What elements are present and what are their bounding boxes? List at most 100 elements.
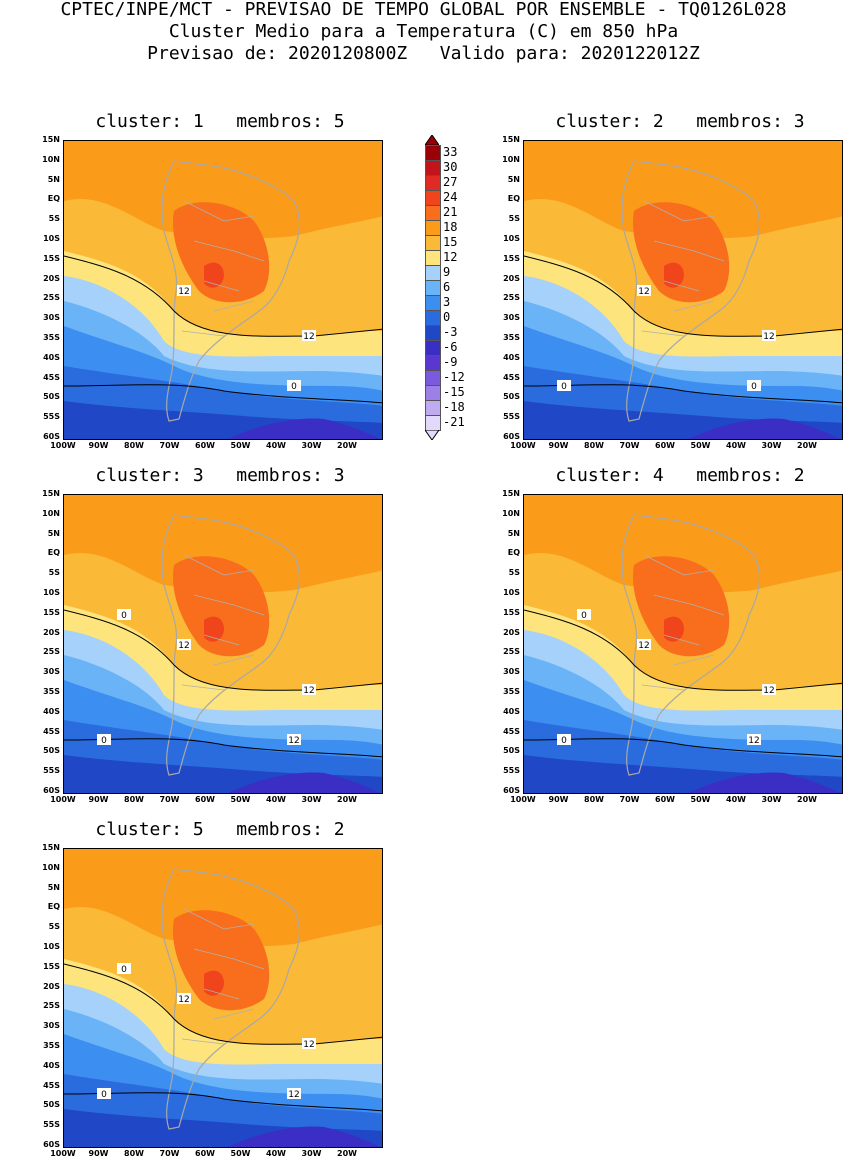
colorbar-swatch xyxy=(425,310,441,326)
temperature-band xyxy=(633,202,730,303)
lat-tick-label: 60S xyxy=(503,432,520,441)
lon-tick-label: 100W xyxy=(510,795,536,804)
country-borders xyxy=(181,908,265,1045)
svg-text:0: 0 xyxy=(291,382,297,392)
contour-label: 0 xyxy=(117,963,131,975)
lon-tick-label: 20W xyxy=(797,441,817,450)
colorbar-swatch xyxy=(425,325,441,341)
lon-tick-label: 40W xyxy=(726,795,746,804)
svg-text:12: 12 xyxy=(748,736,759,746)
lat-tick-label: 5S xyxy=(48,922,60,932)
lon-tick-label: 90W xyxy=(88,1149,109,1158)
country-borders xyxy=(641,554,725,691)
temperature-band xyxy=(204,262,224,288)
lon-tick-label: 20W xyxy=(337,1149,357,1158)
lon-tick-label: 40W xyxy=(266,795,286,804)
svg-text:12: 12 xyxy=(763,686,774,696)
svg-text:12: 12 xyxy=(288,736,299,746)
coastline xyxy=(621,514,760,776)
lat-tick-label: 25S xyxy=(43,293,60,303)
lat-tick-label: 5S xyxy=(48,214,60,224)
colorbar-swatch xyxy=(425,265,441,281)
lat-tick-label: 10N xyxy=(42,154,60,164)
lat-tick-label: EQ xyxy=(507,548,520,558)
svg-text:12: 12 xyxy=(303,332,314,342)
colorbar-label: 30 xyxy=(443,160,458,174)
lat-tick-label: 40S xyxy=(43,352,60,362)
panel-cluster-5: cluster: 5 membros: 2 15N 10N 5N EQ 5S 10S 15S 2… xyxy=(0,820,440,1160)
lon-tick-label: 50W xyxy=(690,795,711,804)
lon-tick-label: 60W xyxy=(655,795,675,804)
panel-title: cluster: 4 membros: 2 xyxy=(555,465,805,486)
lat-tick-label: 55S xyxy=(43,412,60,422)
lon-tick-label: 30W xyxy=(301,441,322,450)
lat-tick-label: 15S xyxy=(43,253,60,263)
colorbar-label: 27 xyxy=(443,175,458,189)
lon-tick-label: 60W xyxy=(655,441,675,450)
colorbar-swatch xyxy=(425,280,441,296)
lat-tick-label: EQ xyxy=(47,194,60,204)
lat-tick-label: 15S xyxy=(503,607,520,617)
colorbar-swatch xyxy=(425,160,441,176)
svg-text:0: 0 xyxy=(121,611,127,621)
temperature-map: 12 12 12 0 0 xyxy=(63,848,383,1148)
contour-12 xyxy=(524,609,842,691)
lon-tick-label: 50W xyxy=(690,441,711,450)
contour-label: 12 xyxy=(177,993,191,1005)
contour-12 xyxy=(64,609,382,691)
colorbar-label: 21 xyxy=(443,205,458,219)
temperature-band xyxy=(228,1126,380,1147)
coastline xyxy=(161,160,300,422)
contour-0 xyxy=(524,738,842,758)
lat-tick-label: 40S xyxy=(43,1060,60,1070)
svg-text:12: 12 xyxy=(303,1040,314,1050)
lat-tick-label: 30S xyxy=(43,313,60,323)
contour-label: 0 xyxy=(557,734,571,746)
lon-tick-label: 80W xyxy=(124,441,144,450)
lat-tick-label: 30S xyxy=(43,667,60,677)
colorbar-swatch xyxy=(425,370,441,386)
colorbar-swatch xyxy=(425,205,441,221)
lat-tick-label: 60S xyxy=(43,786,60,795)
map-svg: 12 12 0 xyxy=(64,141,382,439)
colorbar-swatch xyxy=(425,145,441,161)
contour-label: 0 xyxy=(287,380,301,392)
lat-tick-label: 50S xyxy=(503,392,520,402)
header-line-1: CPTEC/INPE/MCT - PREVISAO DE TEMPO GLOBA… xyxy=(60,0,787,20)
colorbar-label: -21 xyxy=(443,415,465,429)
lat-tick-label: 20S xyxy=(43,981,60,991)
contour-label: 12 xyxy=(762,684,776,696)
contour-label: 12 xyxy=(637,639,651,651)
lon-tick-label: 50W xyxy=(230,441,251,450)
lat-tick-label: 35S xyxy=(43,333,60,342)
colorbar-arrow-bottom xyxy=(425,430,439,440)
svg-text:0: 0 xyxy=(101,736,107,746)
lat-tick-label: 50S xyxy=(503,746,520,756)
colorbar-label: 0 xyxy=(443,310,451,324)
colorbar-label: 6 xyxy=(443,280,451,294)
temperature-band xyxy=(204,616,224,642)
lat-tick-label: 5S xyxy=(508,214,520,224)
lon-tick-label: 90W xyxy=(548,795,569,804)
lat-tick-label: 5S xyxy=(48,568,60,578)
colorbar-label: 12 xyxy=(443,250,458,264)
lon-tick-label: 50W xyxy=(230,795,251,804)
country-borders xyxy=(181,554,265,691)
panel-title: cluster: 5 membros: 2 xyxy=(95,819,345,840)
lat-tick-label: EQ xyxy=(507,194,520,204)
lon-tick-label: 40W xyxy=(266,441,286,450)
lat-tick-label: 10N xyxy=(42,508,60,518)
lat-tick-label: 10S xyxy=(43,942,60,951)
lon-tick-label: 50W xyxy=(230,1149,251,1158)
coastline xyxy=(621,160,760,422)
lat-tick-label: 15S xyxy=(43,961,60,971)
lat-tick-label: 15N xyxy=(502,135,520,144)
lon-tick-label: 70W xyxy=(159,1149,180,1158)
panel-title: cluster: 3 membros: 3 xyxy=(95,465,345,486)
lon-tick-label: 90W xyxy=(88,441,109,450)
lat-tick-label: 50S xyxy=(43,1100,60,1110)
lat-tick-label: 60S xyxy=(43,1140,60,1149)
lat-tick-label: 15N xyxy=(502,489,520,498)
colorbar-label: -9 xyxy=(443,355,458,369)
panel-cluster-1: cluster: 1 membros: 5 15N 10N 5N EQ 5S 10S 15S 2… xyxy=(0,112,440,452)
